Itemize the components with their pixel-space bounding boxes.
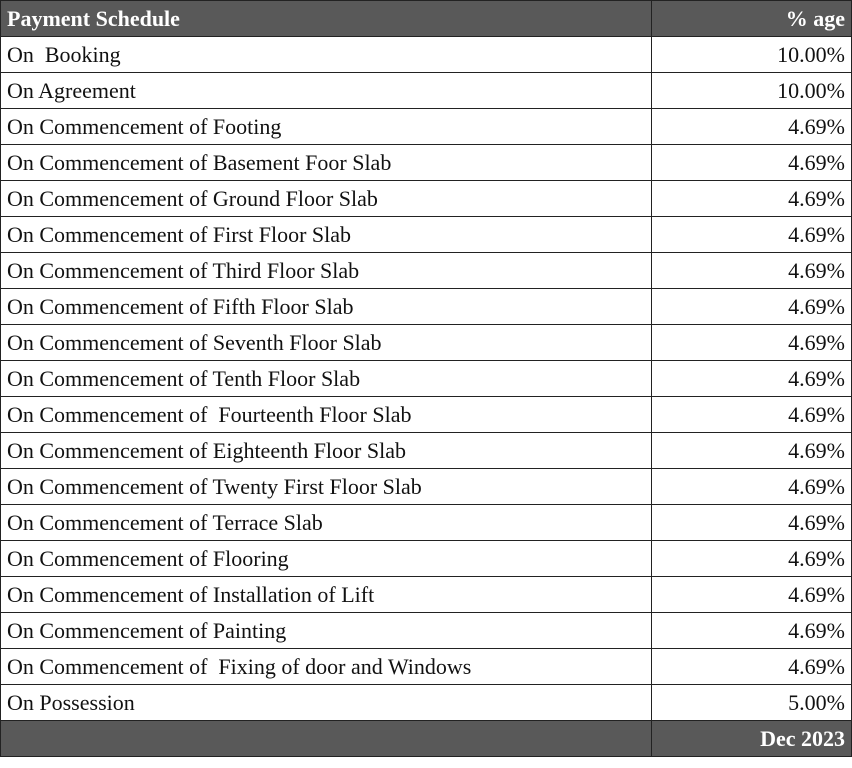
header-stage: Payment Schedule (0, 0, 652, 37)
percent-cell: 5.00% (651, 684, 852, 721)
table-row: On Commencement of Third Floor Slab 4.69% (0, 252, 852, 289)
percent-cell: 4.69% (651, 576, 852, 613)
percent-cell: 4.69% (651, 144, 852, 181)
table-row: On Commencement of Basement Foor Slab 4.6… (0, 144, 852, 181)
footer-row: Dec 2023 (0, 720, 852, 757)
percent-cell: 4.69% (651, 504, 852, 541)
percent-cell: 4.69% (651, 612, 852, 649)
stage-cell: On Commencement of Twenty First Floor Sl… (0, 468, 652, 505)
stage-cell: On Commencement of Installation of Lift (0, 576, 652, 613)
percent-cell: 4.69% (651, 540, 852, 577)
percent-cell: 4.69% (651, 648, 852, 685)
table-row: On Commencement of Twenty First Floor Sl… (0, 468, 852, 505)
stage-cell: On Commencement of Seventh Floor Slab (0, 324, 652, 361)
percent-cell: 4.69% (651, 108, 852, 145)
footer-label (0, 720, 652, 757)
percent-cell: 4.69% (651, 360, 852, 397)
table-row: On Commencement of First Floor Slab 4.69% (0, 216, 852, 253)
table-row: On Booking 10.00% (0, 36, 852, 73)
stage-cell: On Commencement of Painting (0, 612, 652, 649)
stage-cell: On Commencement of Tenth Floor Slab (0, 360, 652, 397)
table-row: On Commencement of Painting 4.69% (0, 612, 852, 649)
header-percent: % age (651, 0, 852, 37)
table-row: On Agreement 10.00% (0, 72, 852, 109)
table-row: On Commencement of Fifth Floor Slab 4.69% (0, 288, 852, 325)
stage-cell: On Booking (0, 36, 652, 73)
percent-cell: 4.69% (651, 180, 852, 217)
table-row: On Commencement of Tenth Floor Slab 4.69% (0, 360, 852, 397)
stage-cell: On Commencement of Flooring (0, 540, 652, 577)
percent-cell: 4.69% (651, 288, 852, 325)
table-row: On Commencement of Installation of Lift 4… (0, 576, 852, 613)
stage-cell: On Commencement of Fifth Floor Slab (0, 288, 652, 325)
table-row: On Commencement of Ground Floor Slab 4.69… (0, 180, 852, 217)
stage-cell: On Commencement of Fixing of door and Wi… (0, 648, 652, 685)
percent-cell: 4.69% (651, 324, 852, 361)
percent-cell: 10.00% (651, 72, 852, 109)
percent-cell: 4.69% (651, 396, 852, 433)
table-row: On Possession 5.00% (0, 684, 852, 721)
stage-cell: On Commencement of Basement Foor Slab (0, 144, 652, 181)
stage-cell: On Commencement of Terrace Slab (0, 504, 652, 541)
table-row: On Commencement of Flooring 4.69% (0, 540, 852, 577)
stage-cell: On Commencement of Third Floor Slab (0, 252, 652, 289)
stage-cell: On Possession (0, 684, 652, 721)
table-row: On Commencement of Seventh Floor Slab 4.6… (0, 324, 852, 361)
table-row: On Commencement of Fixing of door and Wi… (0, 648, 852, 685)
header-row: Payment Schedule % age (0, 0, 852, 37)
stage-cell: On Commencement of Ground Floor Slab (0, 180, 652, 217)
stage-cell: On Agreement (0, 72, 652, 109)
table-row: On Commencement of Footing 4.69% (0, 108, 852, 145)
percent-cell: 10.00% (651, 36, 852, 73)
percent-cell: 4.69% (651, 432, 852, 469)
percent-cell: 4.69% (651, 252, 852, 289)
stage-cell: On Commencement of Fourteenth Floor Slab (0, 396, 652, 433)
table-row: On Commencement of Terrace Slab 4.69% (0, 504, 852, 541)
table-row: On Commencement of Fourteenth Floor Slab… (0, 396, 852, 433)
footer-date: Dec 2023 (651, 720, 852, 757)
stage-cell: On Commencement of Footing (0, 108, 652, 145)
percent-cell: 4.69% (651, 468, 852, 505)
percent-cell: 4.69% (651, 216, 852, 253)
table-row: On Commencement of Eighteenth Floor Slab… (0, 432, 852, 469)
stage-cell: On Commencement of First Floor Slab (0, 216, 652, 253)
stage-cell: On Commencement of Eighteenth Floor Slab (0, 432, 652, 469)
